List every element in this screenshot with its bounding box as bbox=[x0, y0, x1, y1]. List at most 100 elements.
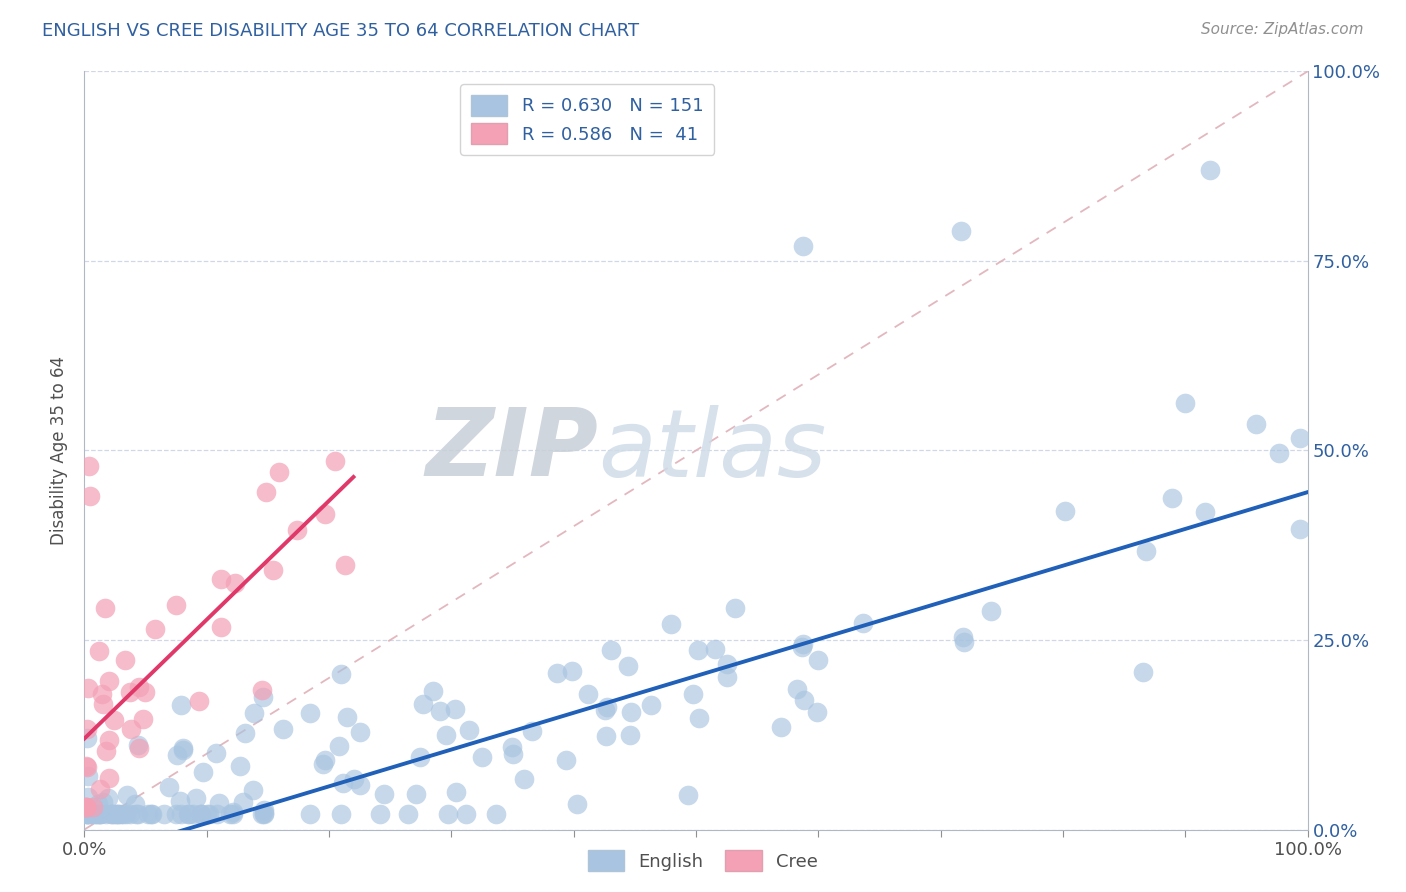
Point bbox=[205, 746, 228, 760]
Point bbox=[422, 684, 444, 698]
Point bbox=[269, 465, 291, 479]
Point bbox=[485, 807, 508, 822]
Point bbox=[94, 601, 117, 615]
Point bbox=[90, 807, 112, 822]
Point bbox=[186, 790, 208, 805]
Point bbox=[252, 803, 274, 817]
Legend: R = 0.630   N = 151, R = 0.586   N =  41: R = 0.630 N = 151, R = 0.586 N = 41 bbox=[460, 84, 714, 155]
Point bbox=[127, 738, 149, 752]
Point bbox=[620, 705, 643, 719]
Point bbox=[75, 800, 97, 814]
Point bbox=[98, 673, 121, 688]
Point bbox=[446, 785, 468, 799]
Point bbox=[716, 670, 738, 684]
Point bbox=[79, 489, 101, 503]
Point bbox=[565, 797, 588, 811]
Point bbox=[76, 760, 98, 774]
Point bbox=[253, 807, 276, 822]
Point bbox=[195, 807, 218, 822]
Point bbox=[1289, 432, 1312, 446]
Point bbox=[314, 507, 336, 521]
Point bbox=[77, 769, 100, 783]
Point bbox=[79, 807, 101, 822]
Point bbox=[84, 807, 107, 822]
Point bbox=[724, 600, 747, 615]
Point bbox=[118, 807, 141, 822]
Text: atlas: atlas bbox=[598, 405, 827, 496]
Point bbox=[546, 665, 568, 680]
Point bbox=[287, 523, 309, 537]
Point bbox=[980, 604, 1002, 618]
Point bbox=[457, 723, 479, 737]
Point bbox=[520, 723, 543, 738]
Point bbox=[136, 807, 159, 822]
Point bbox=[97, 790, 120, 805]
Point bbox=[76, 807, 98, 822]
Point bbox=[405, 787, 427, 801]
Point bbox=[555, 753, 578, 767]
Point bbox=[77, 790, 100, 805]
Point bbox=[792, 238, 814, 253]
Point bbox=[91, 697, 114, 711]
Y-axis label: Disability Age 35 to 64: Disability Age 35 to 64 bbox=[51, 356, 69, 545]
Point bbox=[127, 807, 149, 822]
Point bbox=[950, 223, 973, 237]
Point bbox=[76, 807, 98, 822]
Point bbox=[89, 807, 111, 822]
Point bbox=[209, 620, 232, 634]
Point bbox=[262, 563, 284, 577]
Point bbox=[502, 747, 524, 761]
Point bbox=[80, 807, 103, 822]
Point bbox=[103, 713, 125, 727]
Point bbox=[190, 807, 212, 822]
Point bbox=[224, 575, 246, 590]
Point bbox=[807, 653, 830, 667]
Point bbox=[87, 807, 110, 822]
Point bbox=[373, 787, 395, 801]
Point bbox=[134, 685, 156, 699]
Point bbox=[169, 794, 191, 808]
Point bbox=[1267, 445, 1289, 459]
Point bbox=[205, 807, 228, 822]
Point bbox=[190, 807, 212, 822]
Point bbox=[1160, 491, 1182, 506]
Point bbox=[76, 731, 98, 746]
Point bbox=[166, 748, 188, 763]
Point bbox=[323, 453, 346, 467]
Point bbox=[181, 807, 204, 822]
Point bbox=[222, 806, 245, 821]
Point bbox=[117, 788, 139, 802]
Point bbox=[952, 630, 974, 644]
Point bbox=[852, 615, 875, 630]
Point bbox=[953, 634, 976, 648]
Point bbox=[576, 687, 599, 701]
Point bbox=[100, 807, 122, 822]
Point bbox=[471, 750, 494, 764]
Point bbox=[179, 807, 201, 822]
Point bbox=[434, 728, 457, 742]
Point bbox=[349, 724, 371, 739]
Point bbox=[682, 687, 704, 701]
Point bbox=[716, 657, 738, 671]
Point bbox=[254, 484, 277, 499]
Point bbox=[141, 807, 163, 822]
Point bbox=[349, 779, 371, 793]
Point bbox=[170, 698, 193, 712]
Point bbox=[271, 723, 294, 737]
Point bbox=[165, 598, 187, 612]
Point bbox=[659, 617, 682, 632]
Point bbox=[193, 765, 215, 780]
Point bbox=[75, 800, 97, 814]
Point bbox=[94, 807, 117, 822]
Point bbox=[790, 640, 813, 654]
Point bbox=[107, 807, 129, 822]
Point bbox=[329, 807, 352, 822]
Point bbox=[242, 782, 264, 797]
Point bbox=[232, 795, 254, 809]
Point bbox=[128, 680, 150, 694]
Point bbox=[221, 805, 243, 819]
Point bbox=[330, 666, 353, 681]
Point bbox=[89, 643, 111, 657]
Point bbox=[197, 807, 219, 822]
Point bbox=[219, 807, 242, 822]
